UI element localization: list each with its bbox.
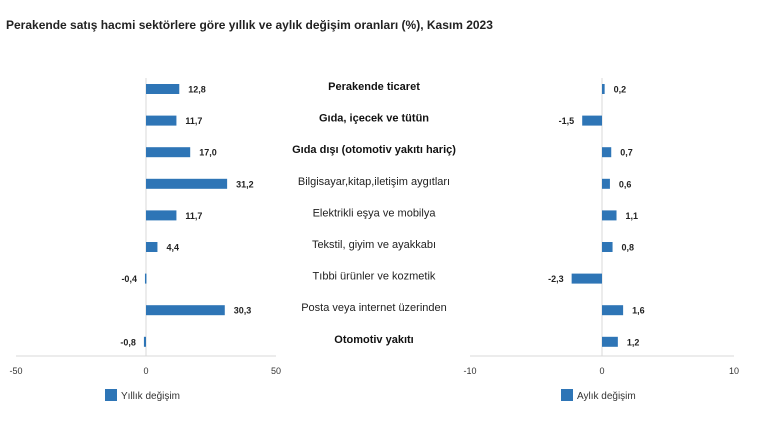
yearly-value-label-6: 4,4	[166, 243, 179, 253]
yearly-value-label-4: 31,2	[236, 179, 254, 189]
monthly-tick-label-1: -10	[463, 366, 476, 376]
monthly-tick-labels: -10 0 10	[463, 366, 739, 376]
yearly-bar-9	[143, 336, 146, 347]
category-label-8: Posta veya internet üzerinden	[301, 302, 447, 314]
monthly-bar-5	[602, 210, 617, 221]
yearly-value-label-3: 17,0	[199, 148, 217, 158]
yearly-bar-4	[146, 178, 228, 189]
monthly-tick-label-2: 0	[599, 366, 604, 376]
chart-title: Perakende satış hacmi sektörlere göre yı…	[6, 18, 493, 32]
category-label-4: Bilgisayar,kitap,iletişim aygıtları	[298, 176, 450, 188]
legend-yearly-swatch	[105, 389, 117, 401]
legend-monthly: Aylık değişim	[561, 389, 636, 402]
category-label-3: Gıda dışı (otomotiv yakıtı hariç)	[292, 144, 456, 156]
yearly-bar-1	[146, 84, 180, 94]
monthly-tick-label-3: 10	[729, 366, 739, 376]
monthly-value-label-9: 1,2	[627, 337, 640, 347]
yearly-bar-3	[146, 147, 191, 158]
monthly-bars: 0,2 -1,5 0,7 0,6 1,1 0,8 -2,3 1,6 1,2	[548, 84, 645, 347]
category-label-1: Perakende ticaret	[328, 81, 420, 93]
yearly-panel: 12,8 11,7 17,0 31,2 11,7 4,4 -0,4 30,3 -0,8 -50 0…	[9, 78, 281, 376]
yearly-bar-2	[146, 115, 177, 126]
yearly-value-label-8: 30,3	[234, 306, 252, 316]
yearly-bars: 12,8 11,7 17,0 31,2 11,7 4,4 -0,4 30,3 -0,8	[120, 84, 254, 347]
yearly-tick-labels: -50 0 50	[9, 366, 281, 376]
yearly-bar-6	[146, 242, 158, 252]
monthly-value-label-1: 0,2	[614, 85, 627, 95]
legend-yearly: Yıllık değişim	[105, 389, 180, 402]
category-label-9: Otomotiv yakıtı	[334, 334, 413, 346]
monthly-bar-4	[602, 178, 610, 189]
yearly-bar-7	[144, 273, 147, 284]
monthly-bar-6	[602, 242, 613, 252]
monthly-value-label-3: 0,7	[620, 148, 633, 158]
yearly-value-label-7: -0,4	[121, 274, 137, 284]
monthly-bar-3	[602, 147, 612, 158]
category-labels: Perakende ticaret Gıda, içecek ve tütün Gı…	[292, 81, 456, 346]
legend-monthly-label: Aylık değişim	[577, 391, 636, 402]
monthly-panel: 0,2 -1,5 0,7 0,6 1,1 0,8 -2,3 1,6 1,2 -10 0 10	[463, 78, 739, 376]
monthly-bar-2	[582, 115, 602, 126]
yearly-bar-8	[146, 305, 225, 316]
monthly-value-label-5: 1,1	[626, 211, 639, 221]
yearly-value-label-9: -0,8	[120, 337, 136, 347]
yearly-value-label-5: 11,7	[185, 211, 202, 221]
monthly-value-label-7: -2,3	[548, 274, 564, 284]
category-label-5: Elektrikli eşya ve mobilya	[313, 207, 437, 219]
monthly-value-label-2: -1,5	[559, 116, 575, 126]
category-label-6: Tekstil, giyim ve ayakkabı	[312, 239, 436, 251]
monthly-bar-9	[602, 336, 618, 347]
yearly-bar-5	[146, 210, 177, 221]
monthly-bar-7	[571, 273, 602, 284]
yearly-value-label-1: 12,8	[188, 85, 206, 95]
monthly-bar-1	[602, 84, 605, 94]
monthly-bar-8	[602, 305, 624, 316]
legend-monthly-swatch	[561, 389, 573, 401]
monthly-value-label-6: 0,8	[622, 243, 635, 253]
yearly-value-label-2: 11,7	[185, 116, 202, 126]
monthly-value-label-4: 0,6	[619, 179, 632, 189]
yearly-tick-label-2: 0	[143, 366, 148, 376]
category-label-2: Gıda, içecek ve tütün	[319, 113, 429, 125]
category-label-7: Tıbbi ürünler ve kozmetik	[313, 271, 436, 283]
legend-yearly-label: Yıllık değişim	[121, 391, 180, 402]
monthly-value-label-8: 1,6	[632, 306, 645, 316]
yearly-tick-label-1: -50	[9, 366, 22, 376]
yearly-tick-label-3: 50	[271, 366, 281, 376]
